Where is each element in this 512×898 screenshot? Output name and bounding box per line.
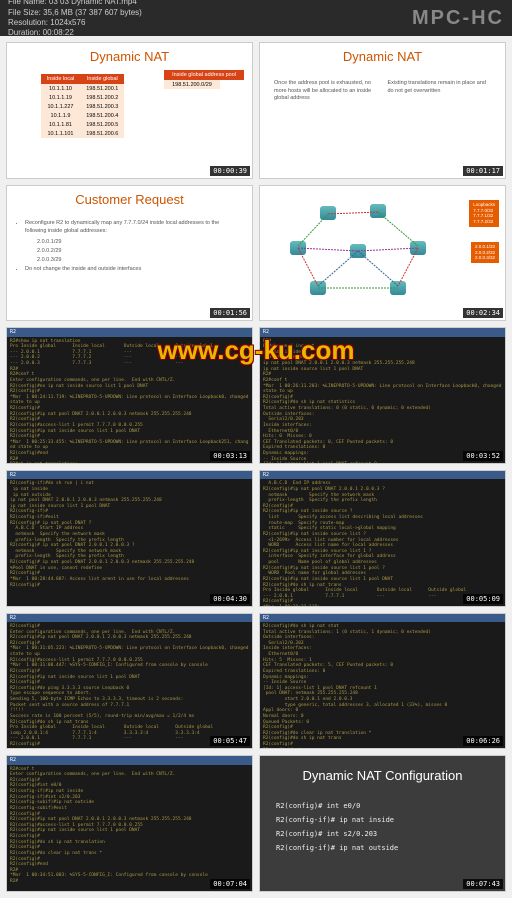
terminal: R2R2(config)#do sh ip nat stat Total act… <box>260 614 505 749</box>
network-diagram: Loopbacks 7.7.7.0/32 7.7.7.1/32 7.7.7.2/… <box>260 186 505 321</box>
thumb-10[interactable]: R2R2(config)#do sh ip nat stat Total act… <box>259 613 506 750</box>
file-info: File Name: 03 03 Dynamic NAT.mp4 File Si… <box>8 0 142 39</box>
slide-title: Customer Request <box>7 186 252 213</box>
thumb-3[interactable]: Customer Request Reconfigure R2 to dynam… <box>6 185 253 322</box>
slide-text-col1: Once the address pool is exhausted, no m… <box>274 80 378 103</box>
timestamp: 00:02:34 <box>463 308 503 318</box>
config-line: R2(config)# int s2/0.203 <box>266 827 499 841</box>
duration: Duration: 00:08:22 <box>8 28 142 38</box>
thumb-12[interactable]: Dynamic NAT Configuration R2(config)# in… <box>259 755 506 892</box>
timestamp: 00:01:56 <box>210 308 250 318</box>
slide-title: Dynamic NAT <box>260 43 505 70</box>
thumb-2[interactable]: Dynamic NAT Once the address pool is exh… <box>259 42 506 179</box>
resolution: Resolution: 1024x576 <box>8 18 142 28</box>
timestamp: 00:01:17 <box>463 166 503 176</box>
file-name: File Name: 03 03 Dynamic NAT.mp4 <box>8 0 142 8</box>
timestamp: 00:06:26 <box>463 736 503 746</box>
thumb-7[interactable]: R2R2(config-if)#do sh run | i nat ip nat… <box>6 470 253 607</box>
config-line: R2(config-if)# ip nat outside <box>266 841 499 855</box>
timestamp: 00:07:04 <box>210 879 250 889</box>
nat-table: Inside localInside global 10.1.1.10198.5… <box>41 74 125 138</box>
timestamp: 00:04:30 <box>210 594 250 604</box>
config-line: R2(config)# int e0/0 <box>266 799 499 813</box>
app-name: MPC-HC <box>412 7 504 30</box>
timestamp: 00:07:43 <box>463 879 503 889</box>
thumb-8[interactable]: R2 A.B.C.D End IP address R2(config)#ip … <box>259 470 506 607</box>
thumb-1[interactable]: Dynamic NAT Inside localInside global 10… <box>6 42 253 179</box>
player-header: File Name: 03 03 Dynamic NAT.mp4 File Si… <box>0 0 512 36</box>
thumb-4[interactable]: Loopbacks 7.7.7.0/32 7.7.7.1/32 7.7.7.2/… <box>259 185 506 322</box>
thumbnail-grid: Dynamic NAT Inside localInside global 10… <box>0 36 512 898</box>
slide-title: Dynamic NAT <box>7 43 252 70</box>
config-line: R2(config-if)# ip nat inside <box>266 813 499 827</box>
terminal: R2 A.B.C.D End IP address R2(config)#ip … <box>260 471 505 606</box>
thumb-11[interactable]: R2R2#conf t Enter configuration commands… <box>6 755 253 892</box>
timestamp: 00:03:52 <box>463 451 503 461</box>
thumb-9[interactable]: R2R2(config)# Enter configuration comman… <box>6 613 253 750</box>
timestamp: 00:05:09 <box>463 594 503 604</box>
terminal: R2R2(config)# Enter configuration comman… <box>7 614 252 749</box>
pool-column: Inside global address pool 198.51.200.0/… <box>156 70 244 89</box>
loopback-tag: Loopbacks 7.7.7.0/32 7.7.7.1/32 7.7.7.2/… <box>469 200 499 227</box>
loopback-tag: 2.0.0.1/32 2.0.0.2/32 2.0.0.3/32 <box>471 242 499 264</box>
terminal: R2R2#conf t Enter configuration commands… <box>7 756 252 891</box>
timestamp: 00:00:39 <box>210 166 250 176</box>
timestamp: 00:03:13 <box>210 451 250 461</box>
terminal: R2R2#show ip nat translation Pro Inside … <box>7 328 252 463</box>
thumb-5[interactable]: R2R2#show ip nat translation Pro Inside … <box>6 327 253 464</box>
timestamp: 00:05:47 <box>210 736 250 746</box>
bullet-list: Reconfigure R2 to dynamically map any 7.… <box>7 213 252 282</box>
slide-text-col2: Existing translations remain in place an… <box>388 80 492 103</box>
terminal: R2R2# R2#sh run | inc nat ip nat inside … <box>260 328 505 463</box>
slide-title: Dynamic NAT Configuration <box>266 762 499 789</box>
terminal: R2R2(config-if)#do sh run | i nat ip nat… <box>7 471 252 606</box>
thumb-6[interactable]: R2R2# R2#sh run | inc nat ip nat inside … <box>259 327 506 464</box>
file-size: File Size: 35,6 MB (37 387 607 bytes) <box>8 8 142 18</box>
config-slide: Dynamic NAT Configuration R2(config)# in… <box>260 756 505 891</box>
